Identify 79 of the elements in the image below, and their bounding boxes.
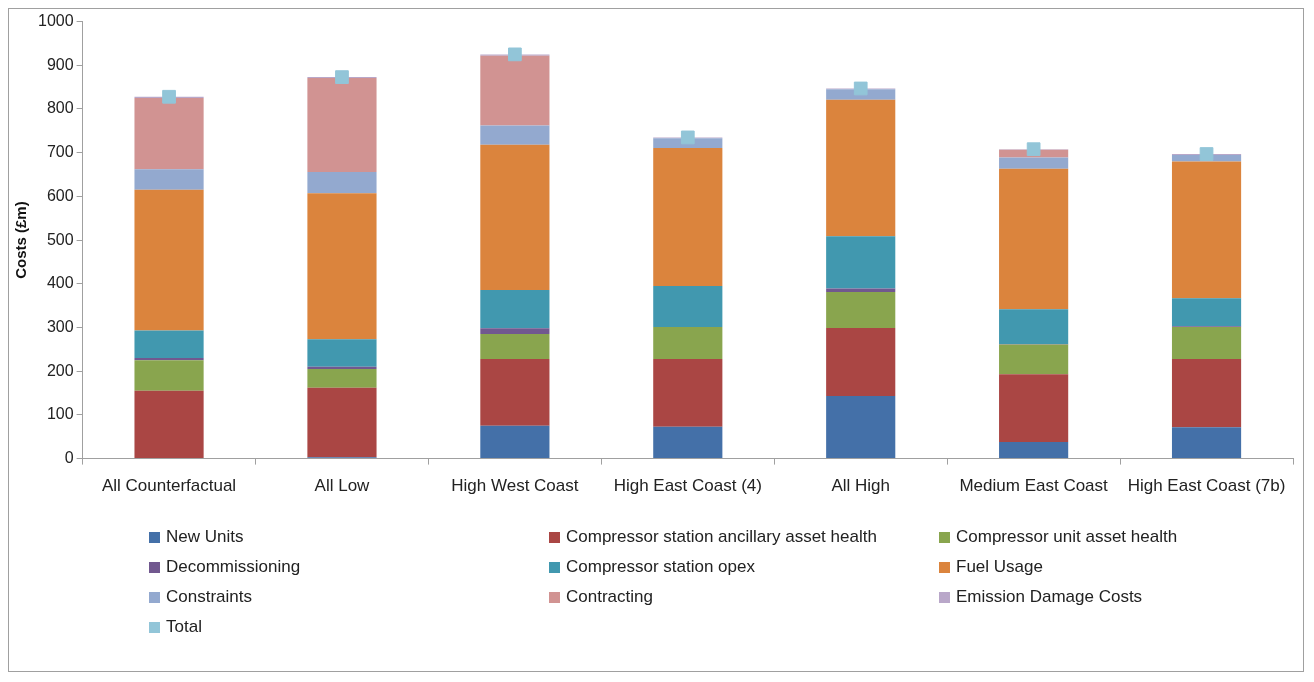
point — [1026, 142, 1041, 157]
x-tick-label: All Counterfactual — [101, 476, 237, 496]
bar — [480, 289, 550, 329]
bar — [134, 358, 204, 361]
bar — [307, 366, 377, 370]
bar — [999, 441, 1069, 459]
bar — [480, 425, 550, 459]
bar — [1171, 427, 1242, 459]
legend-label: Compressor unit asset health — [956, 527, 1178, 547]
point — [162, 89, 176, 104]
legend-label: Contracting — [566, 587, 653, 607]
bar — [826, 396, 896, 459]
bar — [1171, 327, 1242, 359]
bar — [826, 236, 896, 289]
y-tick-label: 1000 — [38, 12, 74, 30]
x-tick-label: All High — [831, 476, 891, 496]
legend-label: New Units — [166, 527, 244, 547]
legend-label: Fuel Usage — [956, 557, 1043, 577]
point — [680, 130, 695, 145]
legend-label: Decommissioning — [166, 557, 301, 577]
bar — [307, 339, 377, 367]
bar — [826, 99, 896, 237]
point — [1199, 147, 1214, 161]
bar — [134, 330, 204, 359]
y-tick-label: 200 — [46, 361, 74, 379]
bar — [653, 426, 723, 459]
y-tick-label: 700 — [46, 143, 74, 161]
y-tick-label: 900 — [46, 55, 74, 73]
bar — [826, 292, 896, 328]
x-tick-label: High East Coast (7b) — [1127, 476, 1286, 496]
point — [508, 47, 522, 62]
bar — [480, 144, 550, 290]
bar — [480, 125, 550, 145]
bar — [999, 157, 1069, 169]
x-tick-label: All Low — [314, 476, 371, 496]
bar — [999, 344, 1069, 375]
y-tick-label: 400 — [46, 274, 74, 292]
bar — [653, 285, 723, 328]
bar — [134, 169, 204, 190]
bar — [307, 193, 377, 340]
bar — [999, 168, 1069, 310]
y-tick-label: 600 — [46, 186, 74, 204]
legend-label: Compressor station opex — [566, 557, 755, 577]
bar — [480, 358, 550, 426]
legend-label: Constraints — [166, 587, 252, 607]
legend-label: Total — [166, 617, 202, 637]
bar — [307, 387, 377, 458]
bar — [653, 327, 723, 359]
bar — [134, 189, 204, 331]
x-tick-label: Medium East Coast — [959, 476, 1109, 496]
bar — [134, 98, 204, 170]
y-tick-label: 0 — [64, 449, 74, 467]
legend-label: Compressor station ancillary asset health — [566, 527, 877, 547]
point — [853, 81, 868, 96]
bar — [653, 147, 723, 286]
y-tick-label: 100 — [46, 405, 74, 423]
bar — [307, 171, 377, 194]
bar — [826, 327, 896, 397]
bar — [653, 358, 723, 427]
y-tick-label: 500 — [46, 230, 74, 248]
bar — [307, 369, 377, 388]
bar — [1171, 358, 1242, 428]
point — [335, 70, 349, 84]
bar — [134, 360, 204, 391]
bar — [307, 77, 377, 172]
x-tick-label: High West Coast — [451, 476, 579, 496]
bar — [1171, 161, 1242, 299]
y-axis-title: Costs (£m) — [12, 201, 30, 279]
bar — [134, 390, 204, 459]
bar — [1171, 298, 1242, 327]
bar — [480, 334, 550, 359]
legend-label: Emission Damage Costs — [956, 587, 1143, 607]
bar — [999, 374, 1069, 442]
x-tick-label: High East Coast (4) — [613, 476, 762, 496]
bar — [999, 309, 1069, 345]
bar — [480, 328, 550, 335]
bar — [480, 55, 550, 126]
y-tick-label: 300 — [46, 317, 74, 335]
y-tick-label: 800 — [46, 99, 74, 117]
